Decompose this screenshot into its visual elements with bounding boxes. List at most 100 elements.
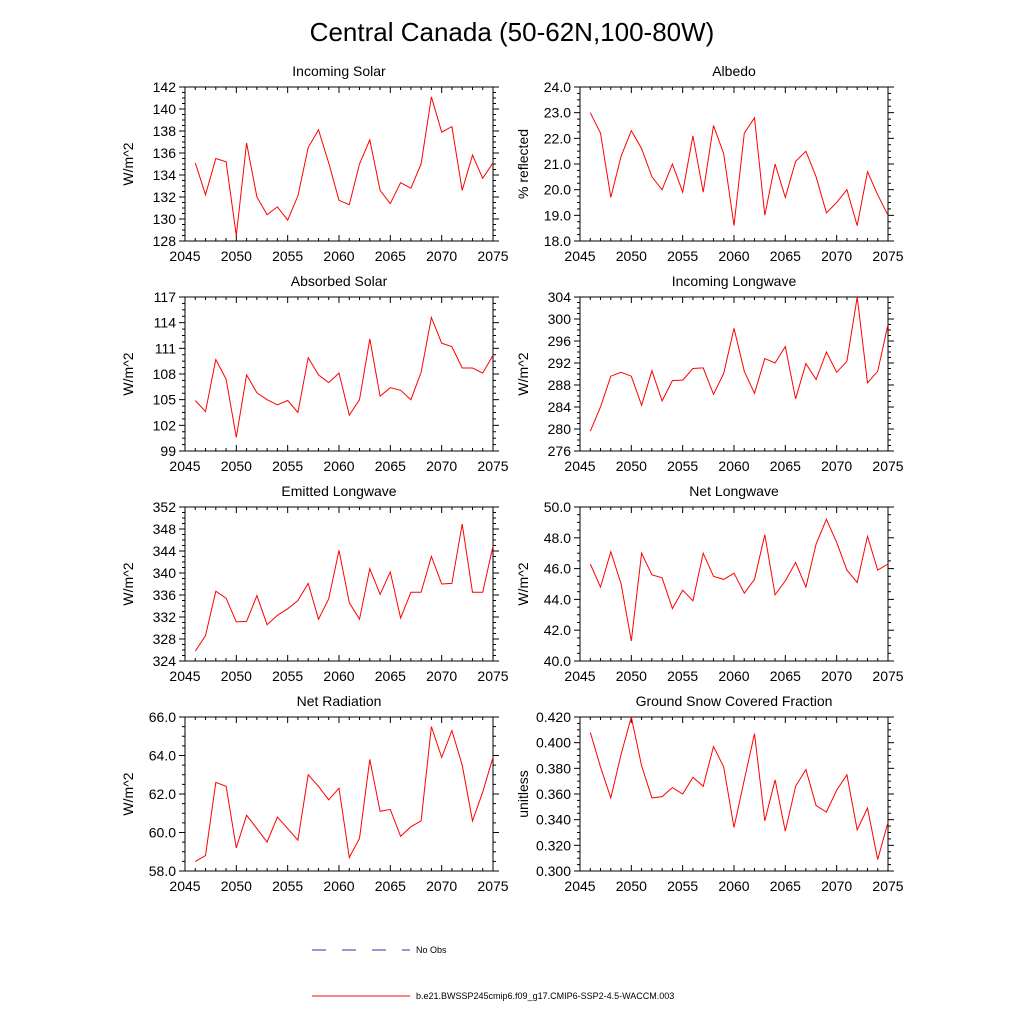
panel-0-ytick-label: 130 [153,211,177,227]
panel-0-xtick-label: 2050 [221,248,252,264]
panel-5-xtick-label: 2050 [616,668,647,684]
panel-1-xtick-label: 2075 [872,248,903,264]
panel-2-xtick-label: 2055 [272,458,303,474]
panel-7-ytick-label: 0.320 [536,837,571,853]
panel-2-xtick-label: 2070 [426,458,457,474]
panel-2-xtick-label: 2075 [477,458,508,474]
panel-1-ytick-label: 18.0 [544,233,571,249]
panel-6-xtick-label: 2070 [426,878,457,894]
panel-7-xtick-label: 2070 [821,878,852,894]
panel-5-ytick-label: 40.0 [544,653,571,669]
panel-4-ytick-label: 324 [153,653,177,669]
panel-5-title: Net Longwave [689,483,779,499]
panel-0-ytick-label: 132 [153,189,177,205]
panel-4-xtick-label: 2055 [272,668,303,684]
panel-7-xtick-label: 2050 [616,878,647,894]
panel-4-xtick-label: 2060 [323,668,354,684]
panel-0-xtick-label: 2065 [375,248,406,264]
figure-title: Central Canada (50-62N,100-80W) [310,17,715,47]
panel-1-series-line [589,112,889,226]
panel-3-ytick-label: 280 [548,421,572,437]
panel-7-frame [579,716,889,872]
panel-0-ytick-label: 138 [153,123,177,139]
panel-1-ytick-label: 22.0 [544,130,571,146]
panel-6-series-line [195,726,494,862]
panel-4-ylabel: W/m^2 [120,562,136,605]
panel-7-xtick-label: 2055 [667,878,698,894]
panel-0-ylabel: W/m^2 [120,142,136,185]
panel-5-frame [579,506,889,662]
panel-7-ytick-label: 0.360 [536,786,571,802]
panel-4-xtick-label: 2070 [426,668,457,684]
panel-1-ytick-label: 21.0 [544,156,571,172]
panel-5-ytick-label: 42.0 [544,622,571,638]
panel-3: Incoming Longwave 2045 2050 2055 2060 2065 207… [515,273,904,474]
panel-2-ytick-label: 99 [160,443,176,459]
panel-0-series-line [194,96,494,236]
panel-6-xtick-label: 2050 [221,878,252,894]
panel-6-ytick-label: 60.0 [149,825,176,841]
panel-3-title: Incoming Longwave [672,273,797,289]
panel-7-xtick-label: 2060 [718,878,749,894]
panel-5-series-line [589,518,889,642]
panel-2-ytick-label: 117 [154,289,177,305]
panel-2: Absorbed Solar 2045 2050 2055 2060 2065 2070 20… [120,273,509,474]
panel-7-xtick-label: 2075 [872,878,903,894]
panel-0: Incoming Solar 2045 2050 2055 2060 2065 2070 20… [120,63,509,264]
panel-0-xtick-label: 2075 [477,248,508,264]
panel-7-ytick-label: 0.400 [536,735,571,751]
panel-7-ytick-label: 0.420 [536,709,571,725]
panel-1-xtick-label: 2070 [821,248,852,264]
panel-0-xtick-label: 2060 [323,248,354,264]
panel-5-xtick-label: 2045 [564,668,595,684]
panel-2-ytick-label: 114 [154,315,177,331]
panel-1-ytick-label: 24.0 [544,79,571,95]
panel-6-ytick-label: 64.0 [149,748,176,764]
panel-5-ytick-label: 48.0 [544,530,571,546]
panel-0-title: Incoming Solar [292,63,386,79]
panel-3-ytick-label: 276 [548,443,572,459]
panel-2-series-line [194,315,494,438]
panel-6-frame [184,716,494,872]
legend-obs-label: No Obs [416,945,447,955]
panel-1-xtick-label: 2060 [718,248,749,264]
panel-7-ylabel: unitless [515,770,531,817]
panel-2-title: Absorbed Solar [291,273,388,289]
panel-4-ytick-label: 348 [153,521,177,537]
panel-5-ylabel: W/m^2 [515,562,531,605]
panel-7-ytick-label: 0.300 [536,863,571,879]
panel-6-xtick-label: 2065 [375,878,406,894]
panel-4-xtick-label: 2065 [375,668,406,684]
panel-7-xtick-label: 2045 [564,878,595,894]
panel-1-xtick-label: 2055 [667,248,698,264]
panel-3-ytick-label: 304 [548,289,572,305]
panel-3-xtick-label: 2065 [770,458,801,474]
panel-5-xtick-label: 2070 [821,668,852,684]
panel-4: Emitted Longwave 2045 2050 2055 2060 2065 2070… [120,483,509,684]
panel-5-xtick-label: 2060 [718,668,749,684]
panel-4-ytick-label: 344 [153,543,177,559]
panel-3-ylabel: W/m^2 [515,352,531,395]
legend: No Obs b.e21.BWSSP245cmip6.f09_g17.CMIP6… [312,945,674,1001]
panel-6-xtick-label: 2045 [169,878,200,894]
panel-6-ytick-label: 66.0 [149,709,176,725]
panel-1-ytick-label: 23.0 [544,105,571,121]
panel-3-ytick-label: 300 [548,311,572,327]
panel-4-xtick-label: 2075 [477,668,508,684]
panel-7: Ground Snow Covered Fraction 2045 2050 2055… [515,693,904,894]
panel-0-xtick-label: 2070 [426,248,457,264]
panel-0-xtick-label: 2045 [169,248,200,264]
panel-0-ytick-label: 140 [153,101,177,117]
panel-1: Albedo 2045 2050 2055 2060 2065 2070 2075 18.0 19… [515,63,904,264]
panel-1-frame [579,86,889,242]
panel-2-ytick-label: 108 [153,366,177,382]
panel-2-ytick-label: 105 [153,392,177,408]
panel-6-ytick-label: 58.0 [149,863,176,879]
panel-2-xtick-label: 2045 [169,458,200,474]
panel-5-ytick-label: 46.0 [544,561,571,577]
panel-3-xtick-label: 2050 [616,458,647,474]
panel-0-ytick-label: 134 [153,167,177,183]
panel-3-ytick-label: 288 [548,377,572,393]
panel-7-ytick-label: 0.340 [536,812,571,828]
panel-3-series-line [589,296,889,432]
